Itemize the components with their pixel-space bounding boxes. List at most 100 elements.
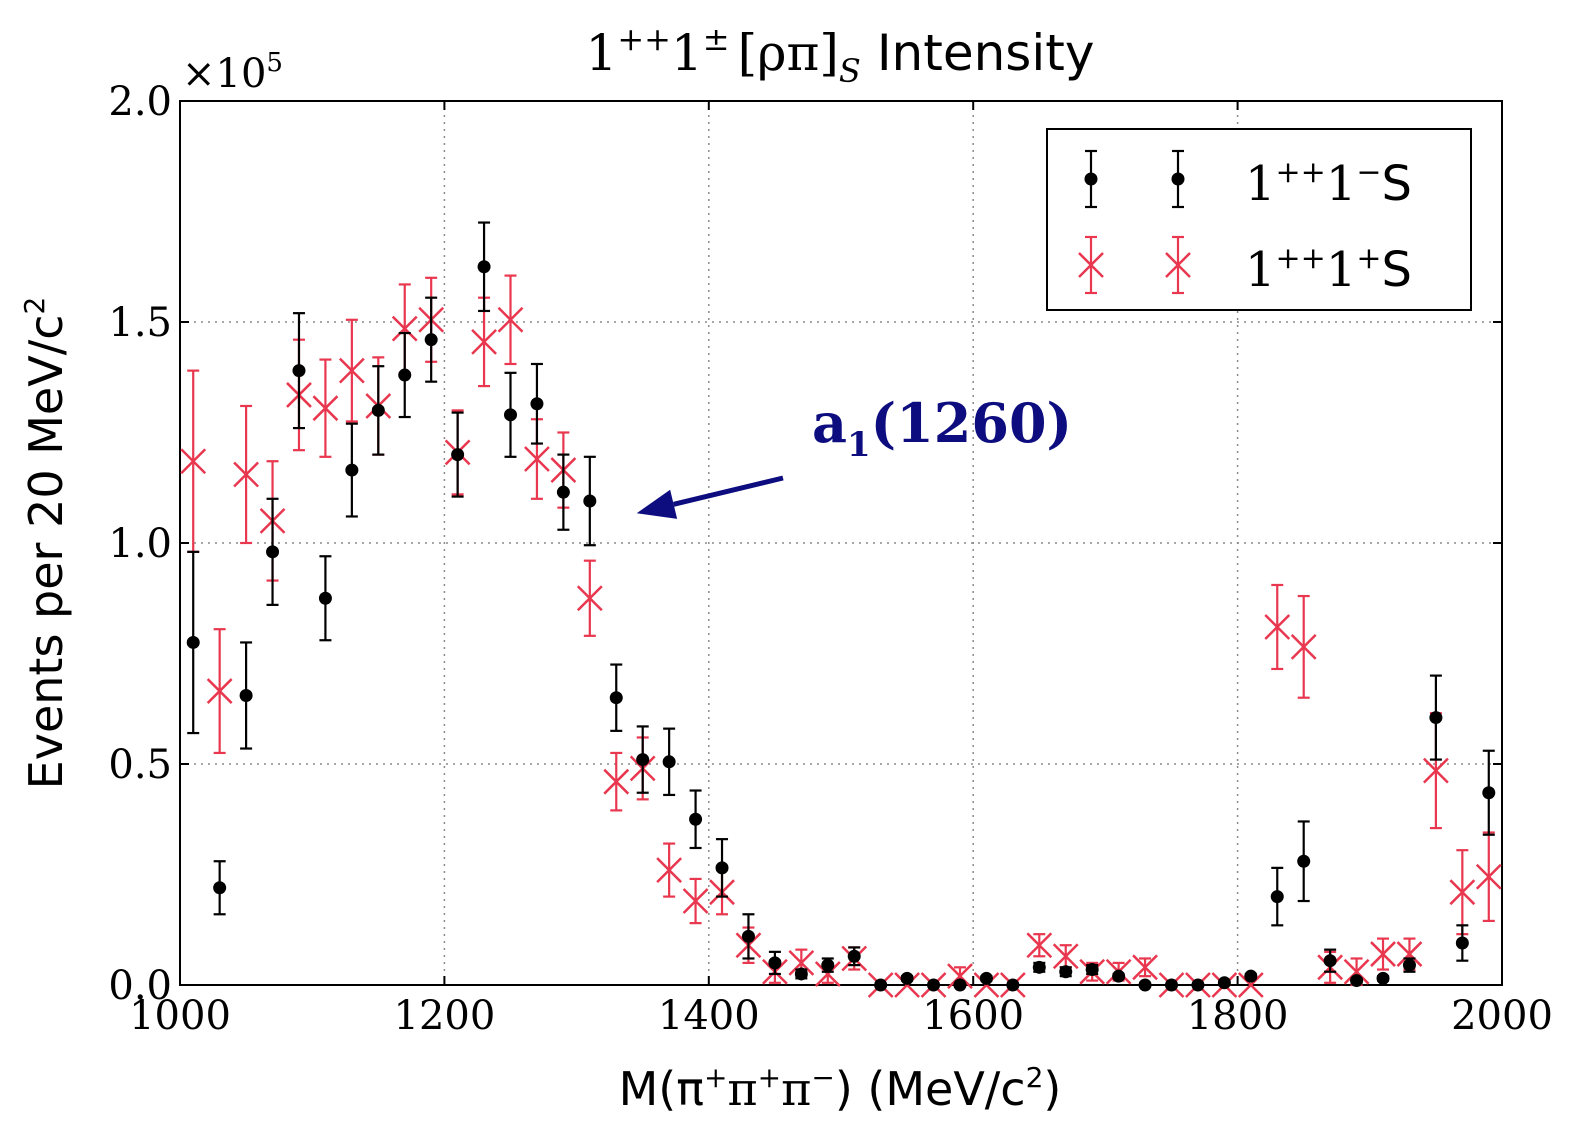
x-tick-label: 1200 [394, 993, 496, 1039]
legend-point [1078, 252, 1104, 278]
y-tick-label: 0.0 [108, 963, 172, 1009]
chart-title: 1++1± [ρπ]S Intensity [586, 20, 1095, 90]
marker-stroke [1423, 757, 1449, 784]
marker-stroke [471, 329, 497, 355]
y-axis-multiplier: ×105 [182, 48, 283, 97]
data-point-minus [213, 881, 227, 895]
marker-stroke [1052, 943, 1079, 970]
marker-stroke [180, 448, 207, 475]
marker-stroke [682, 888, 709, 914]
data-point-plus [1343, 958, 1370, 985]
y-tick-label: 2.0 [108, 79, 172, 125]
marker-stroke [206, 678, 233, 704]
data-point-minus [741, 929, 755, 943]
data-point-minus [1006, 978, 1020, 992]
annotation-arrowhead [636, 489, 678, 519]
data-point-minus [398, 368, 412, 382]
marker-stroke [1078, 252, 1104, 278]
marker-stroke [338, 357, 365, 384]
data-point-minus [1376, 971, 1390, 985]
data-point-plus [1052, 943, 1079, 970]
data-point-minus [371, 403, 385, 417]
data-point-minus [1165, 978, 1178, 992]
data-point-minus [583, 494, 597, 508]
data-point-minus [636, 753, 650, 767]
marker-stroke [497, 306, 524, 333]
legend-label-plus: 1++1+S [1245, 241, 1412, 298]
data-point-minus [927, 978, 941, 992]
data-point-plus [814, 961, 841, 987]
data-point-minus [424, 333, 438, 347]
data-point-minus [1350, 974, 1364, 988]
marker-stroke [1026, 932, 1053, 959]
y-tick-label: 0.5 [108, 742, 172, 788]
annotation-arrow [673, 475, 784, 507]
data-point-plus [576, 585, 603, 612]
marker-stroke [576, 585, 603, 612]
data-point-plus [1475, 863, 1502, 890]
data-point-plus [180, 448, 207, 475]
x-axis-label: M(π+π+π−) (MeV/c2) [619, 1061, 1062, 1116]
legend-point [1171, 172, 1185, 186]
data-point-minus [186, 635, 200, 649]
data-point-minus [953, 978, 967, 992]
data-point-minus [609, 691, 623, 705]
x-tick-labels: 1000 1200 1400 1600 1800 2000 [129, 993, 1553, 1039]
data-point-minus [768, 956, 782, 970]
data-point-minus [292, 364, 306, 378]
annotation-label: a1(1260) [812, 391, 1072, 465]
data-point-minus [345, 463, 359, 477]
data-point-plus [656, 857, 683, 883]
data-point-plus [1370, 941, 1396, 967]
data-point-minus [821, 958, 835, 972]
data-point-minus [239, 688, 253, 702]
legend-point [1084, 172, 1098, 186]
marker-stroke [788, 950, 815, 976]
marker-stroke [1475, 863, 1502, 890]
data-point-minus [1455, 936, 1469, 950]
marker-stroke [656, 857, 683, 883]
data-point-minus [1429, 711, 1443, 725]
data-point-minus [689, 812, 703, 826]
data-point-minus [1112, 969, 1126, 983]
legend-label-minus: 1++1−S [1245, 155, 1412, 212]
data-point-minus [1244, 969, 1258, 983]
data-point-plus [1449, 879, 1476, 906]
marker-stroke [1237, 972, 1264, 998]
legend-marker-plus [1078, 235, 1191, 295]
data-point-plus [391, 315, 418, 342]
data-point-minus [1085, 963, 1099, 977]
data-point-plus [973, 972, 1000, 998]
marker-stroke [312, 395, 339, 422]
y-tick-labels: 0.0 0.5 1.0 1.5 2.0 [108, 79, 172, 1009]
data-point-plus [1026, 932, 1053, 959]
data-point-minus [1297, 854, 1311, 868]
marker-stroke [1165, 252, 1191, 278]
legend-box [1046, 128, 1472, 311]
marker-stroke [814, 961, 841, 987]
y-axis-label: Events per 20 MeV/c2 [18, 297, 73, 790]
data-point-plus [1237, 972, 1264, 998]
marker-stroke [1132, 954, 1158, 981]
marker-stroke [973, 972, 1000, 998]
data-point-minus [530, 397, 544, 411]
marker-stroke [1343, 958, 1370, 985]
data-point-minus [1402, 958, 1416, 972]
data-point-plus [1423, 757, 1449, 784]
data-point-minus [794, 967, 808, 981]
data-point-plus [471, 329, 497, 355]
data-point-minus [1138, 978, 1152, 992]
data-point-minus [1032, 960, 1046, 974]
data-point-minus [451, 448, 465, 462]
data-point-minus [715, 861, 729, 875]
series-minus-points [186, 221, 1496, 992]
data-point-minus [900, 971, 914, 985]
data-point-minus [662, 755, 676, 769]
data-point-plus [1396, 941, 1423, 967]
marker-stroke [947, 963, 973, 990]
legend: 1++1−S 1++1+S [1046, 128, 1472, 311]
marker-stroke [1290, 633, 1317, 660]
data-point-plus [788, 950, 815, 976]
data-point-minus [266, 545, 280, 559]
data-point-plus [497, 306, 524, 333]
